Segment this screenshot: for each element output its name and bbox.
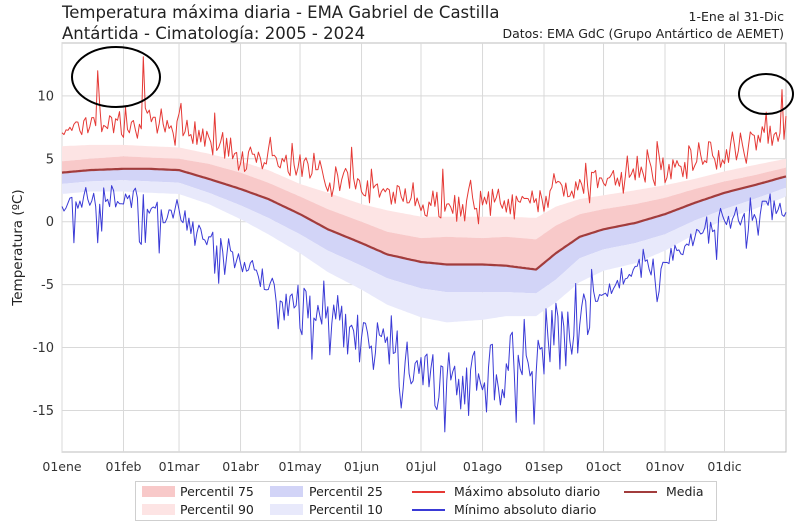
date-range-label: 1-Ene al 31-Dic bbox=[688, 9, 784, 24]
legend-label-p90: Percentil 90 bbox=[180, 502, 254, 517]
y-tick-label: -10 bbox=[33, 341, 54, 356]
chart-header-right: 1-Ene al 31-Dic Datos: EMA GdC (Grupo An… bbox=[502, 8, 784, 42]
legend-label-min: Mínimo absoluto diario bbox=[454, 502, 597, 517]
min-absolute-line bbox=[61, 185, 787, 433]
percentil-10-band bbox=[62, 180, 786, 323]
legend-line-max bbox=[412, 491, 445, 493]
percentil-25-band bbox=[62, 168, 786, 294]
x-tick-label: 01dic bbox=[707, 459, 741, 474]
source-label: Datos: EMA GdC (Grupo Antártico de AEMET… bbox=[502, 26, 784, 41]
highlight-circle-feb bbox=[71, 46, 161, 108]
max-absolute-line bbox=[61, 56, 787, 225]
legend-line-media bbox=[624, 491, 657, 493]
highlight-circle-dec bbox=[738, 73, 794, 115]
media-line bbox=[61, 167, 787, 271]
legend-swatch-p25 bbox=[270, 486, 303, 497]
legend-swatch-p75 bbox=[142, 486, 175, 497]
x-tick-label: 01jun bbox=[344, 459, 379, 474]
legend-label-media: Media bbox=[666, 484, 704, 499]
chart-subtitle: Antártida - Cimatología: 2005 - 2024 bbox=[62, 24, 366, 43]
percentil-90-band bbox=[62, 144, 786, 240]
x-tick-label: 01may bbox=[278, 459, 322, 474]
y-tick-label: -15 bbox=[33, 404, 54, 419]
y-axis-label: Temperatura (ºC) bbox=[10, 189, 26, 306]
x-tick-label: 01ene bbox=[42, 459, 82, 474]
legend-label-p25: Percentil 25 bbox=[309, 484, 383, 499]
y-tick-label: 5 bbox=[46, 152, 54, 167]
x-tick-label: 01nov bbox=[646, 459, 685, 474]
legend-label-p10: Percentil 10 bbox=[309, 502, 383, 517]
legend-label-p75: Percentil 75 bbox=[180, 484, 254, 499]
x-tick-label: 01jul bbox=[406, 459, 437, 474]
chart-title: Temperatura máxima diaria - EMA Gabriel … bbox=[62, 3, 500, 22]
y-tick-label: 10 bbox=[37, 89, 54, 104]
y-tick-label: 0 bbox=[46, 215, 54, 230]
chart-legend: Percentil 75 Percentil 90 Percentil 25 P… bbox=[135, 481, 717, 521]
legend-swatch-p90 bbox=[142, 504, 175, 515]
percentil-75-band bbox=[62, 156, 786, 270]
y-tick-label: -5 bbox=[41, 278, 54, 293]
x-tick-label: 01ago bbox=[463, 459, 502, 474]
x-tick-label: 01abr bbox=[222, 459, 260, 474]
chart-title-block: Temperatura máxima diaria - EMA Gabriel … bbox=[62, 2, 499, 44]
legend-line-min bbox=[412, 509, 445, 511]
legend-label-max: Máximo absoluto diario bbox=[454, 484, 601, 499]
x-tick-label: 01sep bbox=[525, 459, 563, 474]
x-tick-label: 01mar bbox=[159, 459, 201, 474]
x-tick-label: 01oct bbox=[586, 459, 621, 474]
legend-swatch-p10 bbox=[270, 504, 303, 515]
x-tick-label: 01feb bbox=[106, 459, 142, 474]
